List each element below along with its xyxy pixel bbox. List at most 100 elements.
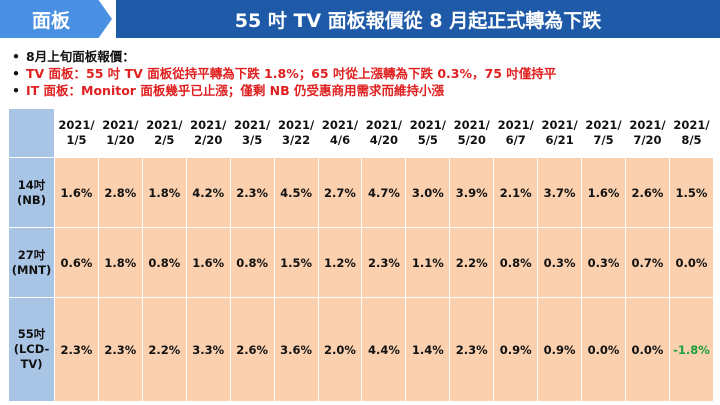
table-corner [8, 108, 55, 158]
table-cell: 0.0% [668, 227, 715, 299]
column-header: 2021/3/22 [273, 108, 319, 158]
column-header-line: 3/22 [281, 133, 311, 147]
column-header-line: 2021/ [541, 118, 578, 132]
row-header: 14吋 (NB) [8, 156, 55, 229]
column-header: 2021/7/20 [624, 108, 670, 158]
column-header-line: 2021/ [585, 118, 622, 132]
bullet-item: • TV 面板：55 吋 TV 面板從持平轉為下跌 1.8%；65 吋從上漲轉為… [10, 65, 715, 82]
row-header-line: (NB) [17, 192, 46, 207]
column-header-line: 8/5 [681, 133, 702, 147]
bullet-dot-icon: • [12, 66, 20, 81]
column-header-line: 2/5 [154, 133, 175, 147]
column-header-line: 2021/ [146, 118, 183, 132]
column-header-line: 2021/ [673, 118, 710, 132]
table-cell: 3.0% [405, 156, 451, 229]
column-header-line: 2021/ [58, 118, 95, 132]
table-cell: -1.8% [668, 297, 715, 402]
column-header-line: 2021/ [321, 118, 359, 132]
column-header-line: 2021/ [409, 118, 446, 132]
table-cell: 0.8% [229, 227, 275, 299]
column-header-line: 2021/ [234, 118, 271, 132]
column-header-line: 4/20 [369, 133, 399, 147]
column-header: 2021/5/5 [405, 108, 451, 158]
price-change-table: 2021/1/5 2021/1/20 2021/2/5 2021/2/20 2021/3… [8, 108, 715, 402]
table-cell: 2.2% [141, 297, 187, 402]
table-cell: 2.1% [493, 156, 539, 229]
column-header: 2021/5/20 [449, 108, 495, 158]
table-cell: 1.5% [668, 156, 715, 229]
table-cell: 2.3% [361, 227, 407, 299]
column-header-line: 2021/ [629, 118, 666, 132]
row-header-line: (LCD- [13, 342, 50, 357]
column-header-line: 5/5 [417, 133, 438, 147]
column-header-line: 2021/ [365, 118, 403, 132]
table-cell: 1.4% [405, 297, 451, 402]
table-cell: 0.0% [581, 297, 626, 402]
column-header-line: 5/20 [457, 133, 486, 147]
table-cell: 3.6% [273, 297, 319, 402]
table-cell: 2.3% [449, 297, 495, 402]
table-cell: 1.6% [54, 156, 99, 229]
table-cell: 1.6% [581, 156, 626, 229]
column-header: 2021/7/5 [581, 108, 626, 158]
row-header-line: TV) [20, 357, 43, 372]
table-cell: 2.0% [317, 297, 363, 402]
table-cell: 2.3% [97, 297, 143, 402]
table-cell: 2.6% [229, 297, 275, 402]
table-cell: 3.3% [185, 297, 231, 402]
column-header: 2021/1/20 [97, 108, 143, 158]
bullet-text: 8月上旬面板報價： [26, 49, 135, 64]
column-header-line: 2021/ [190, 118, 227, 132]
column-header-line: 7/20 [633, 133, 662, 147]
column-header-line: 2021/ [277, 118, 315, 132]
column-header-line: 6/7 [505, 133, 526, 147]
column-header: 2021/8/5 [668, 108, 715, 158]
table-cell: 0.8% [493, 227, 539, 299]
table-cell: 1.8% [141, 156, 187, 229]
table-cell: 4.2% [185, 156, 231, 229]
table-cell: 2.6% [624, 156, 670, 229]
table-cell: 4.7% [361, 156, 407, 229]
table-cell: 0.3% [537, 227, 583, 299]
column-header-line: 2021/ [453, 118, 490, 132]
column-header: 2021/2/5 [141, 108, 187, 158]
table-cell: 4.5% [273, 156, 319, 229]
section-tag: 面板 [0, 0, 112, 38]
table-cell: 0.9% [537, 297, 583, 402]
table-row: 14吋 (NB) 1.6% 2.8% 1.8% 4.2% 2.3% 4.5% 2.7% 4.7% 3… [8, 156, 715, 229]
bullet-dot-icon: • [12, 49, 20, 64]
column-header: 2021/3/5 [229, 108, 275, 158]
table-cell: 1.5% [273, 227, 319, 299]
row-header-line: 14吋 [17, 177, 46, 192]
table-row: 27吋 (MNT) 0.6% 1.8% 0.8% 1.6% 0.8% 1.5% 1.2% 2.3%… [8, 227, 715, 299]
table-cell: 2.8% [97, 156, 143, 229]
table-cell: 0.3% [581, 227, 626, 299]
bullet-item: • 8月上旬面板報價： [10, 48, 715, 65]
bullet-item: • IT 面板：Monitor 面板幾乎已止漲；僅剩 NB 仍受惠商用需求而維持… [10, 82, 715, 99]
table-cell: 1.1% [405, 227, 451, 299]
page-title: 55 吋 TV 面板報價從 8 月起正式轉為下跌 [116, 0, 720, 38]
column-header-line: 4/6 [329, 133, 351, 147]
table-cell: 2.7% [317, 156, 363, 229]
table-cell: 1.8% [97, 227, 143, 299]
table-cell: 2.3% [54, 297, 99, 402]
column-header-line: 2021/ [102, 118, 139, 132]
header: 面板 55 吋 TV 面板報價從 8 月起正式轉為下跌 [0, 0, 720, 38]
table-cell: 2.3% [229, 156, 275, 229]
column-header: 2021/1/5 [54, 108, 99, 158]
column-header: 2021/4/6 [317, 108, 363, 158]
bullet-list: • 8月上旬面板報價： • TV 面板：55 吋 TV 面板從持平轉為下跌 1.… [10, 48, 715, 99]
column-header-line: 6/21 [545, 133, 574, 147]
table-cell: 0.9% [493, 297, 539, 402]
table-cell: 0.6% [54, 227, 99, 299]
column-header-line: 3/5 [242, 133, 263, 147]
column-header: 2021/6/21 [537, 108, 583, 158]
table-cell: 0.7% [624, 227, 670, 299]
bullet-text: TV 面板：55 吋 TV 面板從持平轉為下跌 1.8%；65 吋從上漲轉為下跌… [26, 66, 557, 81]
table-cell: 4.4% [361, 297, 407, 402]
row-header-line: 27吋 [17, 247, 46, 262]
bullet-text: IT 面板：Monitor 面板幾乎已止漲；僅剩 NB 仍受惠商用需求而維持小漲 [26, 83, 445, 98]
table-cell: 0.0% [624, 297, 670, 402]
bullet-dot-icon: • [12, 83, 20, 98]
row-header: 27吋 (MNT) [8, 227, 55, 299]
